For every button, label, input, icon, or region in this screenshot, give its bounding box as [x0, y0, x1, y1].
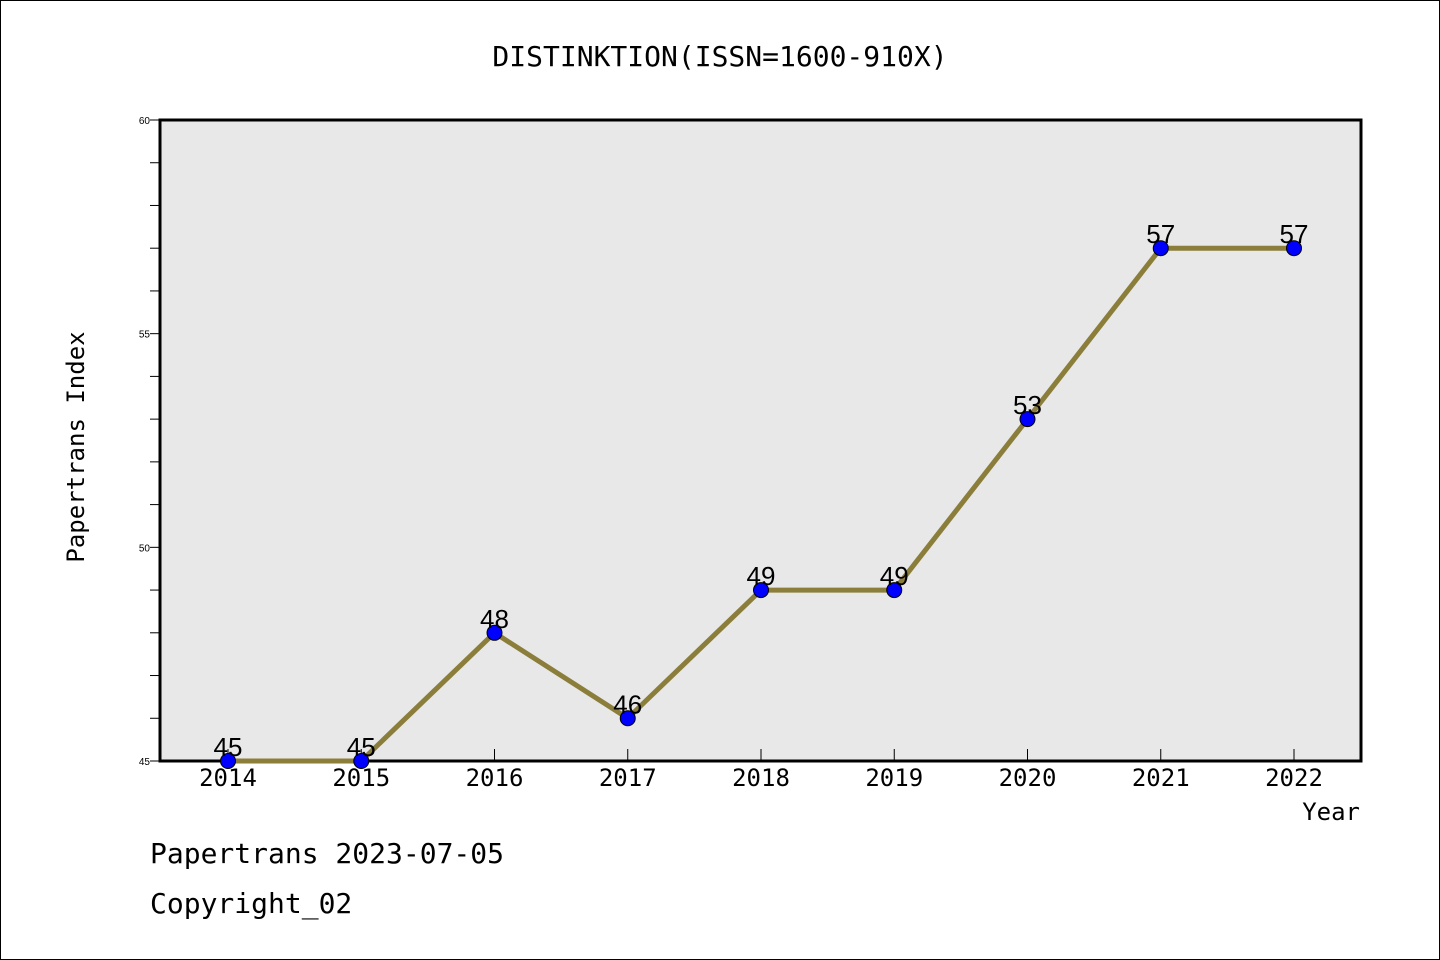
data-label: 46 [613, 689, 642, 719]
x-axis-label: Year [1302, 798, 1360, 826]
data-label: 53 [1013, 390, 1042, 420]
data-point [220, 753, 236, 769]
data-label: 48 [480, 604, 509, 634]
y-axis: 45 50 55 60 [139, 116, 160, 768]
x-tick-label: 2016 [466, 764, 524, 792]
data-point [753, 582, 769, 599]
y-axis-label: Papertrans Index [62, 331, 90, 562]
x-tick-label: 2021 [1132, 764, 1190, 792]
x-tick-label: 2019 [865, 764, 923, 792]
data-point [486, 624, 503, 641]
data-label: 49 [880, 561, 909, 591]
y-tick-label: 55 [139, 330, 151, 341]
data-point [619, 710, 636, 727]
footer-date: Papertrans 2023-07-05 [150, 837, 504, 870]
x-tick-label: 2018 [732, 764, 790, 792]
chart-title: DISTINKTION(ISSN=1600-910X) [492, 40, 947, 73]
data-label: 57 [1146, 219, 1175, 249]
x-axis: 2014 2015 2016 2017 2018 2019 2020 2021 2022 [199, 749, 1323, 792]
data-point [353, 753, 370, 769]
data-point [886, 582, 903, 599]
data-label: 57 [1280, 219, 1309, 249]
y-tick-label: 45 [139, 757, 151, 768]
footer-copyright: Copyright_02 [150, 887, 352, 921]
data-label: 49 [747, 561, 776, 591]
x-tick-label: 2022 [1265, 764, 1323, 792]
plot-area [158, 118, 1363, 763]
data-label: 45 [214, 732, 243, 762]
x-tick-label: 2020 [999, 764, 1057, 792]
x-tick-label: 2017 [599, 764, 657, 792]
data-label: 45 [347, 732, 376, 762]
y-tick-label: 60 [139, 116, 151, 127]
y-tick-label: 50 [139, 543, 151, 554]
data-point [1152, 240, 1169, 257]
data-point [1286, 240, 1302, 257]
series-group [220, 240, 1302, 769]
data-labels: 45 45 48 46 49 49 53 57 57 [214, 219, 1309, 762]
data-point [1019, 411, 1036, 428]
